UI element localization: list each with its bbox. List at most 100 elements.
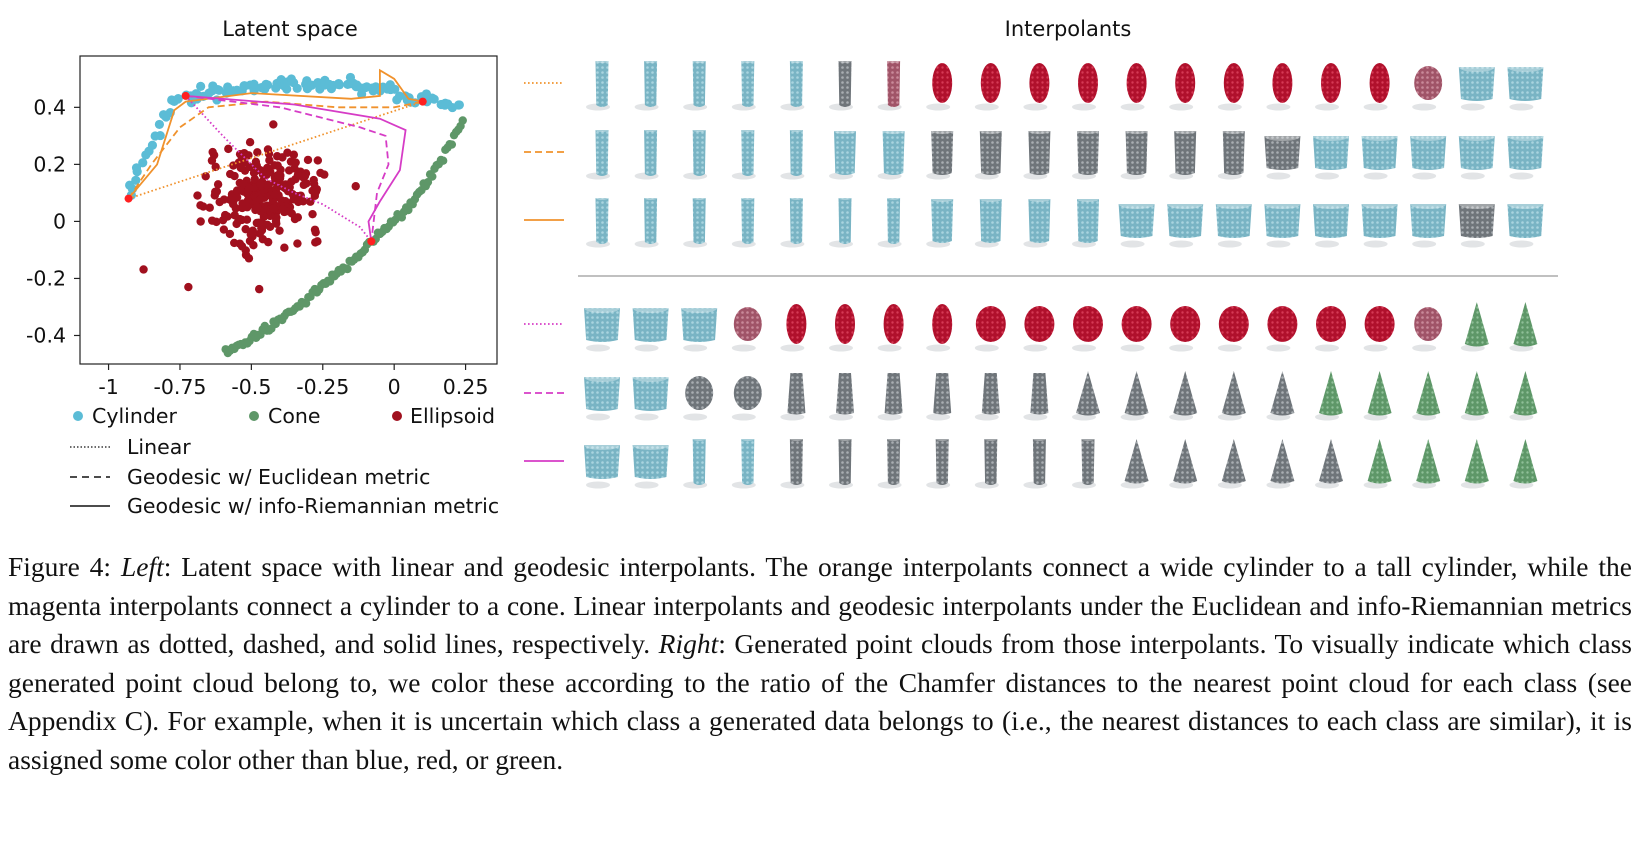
ellipsoid-cloud	[1369, 63, 1390, 103]
cylinder-cloud	[838, 61, 852, 107]
cylinder-top	[887, 196, 901, 200]
cone-cloud	[1464, 371, 1489, 416]
ellipsoid-point	[253, 148, 262, 157]
cylinder-cloud	[1077, 131, 1099, 175]
caption-text-1: : Latent space with linear and geodesic …	[8, 551, 1632, 659]
cylinder-top	[692, 196, 706, 200]
cylinder-top	[681, 302, 718, 314]
cone-point	[458, 116, 467, 125]
cylinder-point	[282, 84, 292, 94]
ellipsoid-point	[313, 237, 322, 246]
cylinder-top	[789, 59, 803, 63]
cylinder-top	[1458, 61, 1495, 73]
blob-cloud	[1414, 307, 1443, 341]
shape-shadow	[1509, 240, 1534, 248]
shape-shadow	[1266, 344, 1291, 352]
cylinder-top	[1081, 437, 1095, 441]
shape-shadow	[731, 344, 756, 352]
cylinder-cloud	[931, 131, 954, 175]
cylinder-top	[931, 127, 954, 135]
ellipsoid-cloud	[1316, 306, 1346, 342]
caption-right-word: Right	[658, 628, 719, 659]
cylinder-cloud	[644, 198, 658, 244]
cylinder-top	[1077, 127, 1099, 135]
cylinder-top	[1167, 198, 1204, 210]
plot-legend: Cylinder Cone Ellipsoid Linear Geodesic …	[70, 404, 499, 518]
cylinder-top	[595, 128, 609, 132]
legend-cylinder-marker	[73, 411, 83, 421]
legend-ellipsoid-label: Ellipsoid	[410, 404, 495, 428]
shape-shadow	[974, 413, 999, 421]
shape-shadow	[683, 413, 708, 421]
cone-cloud	[1416, 371, 1441, 416]
ellipsoid-cloud	[1073, 306, 1103, 342]
shape-shadow	[1217, 103, 1242, 111]
points-layer	[125, 72, 467, 358]
cylinder-cloud	[1458, 67, 1495, 101]
shape-shadow	[1169, 344, 1194, 352]
cylinder-point	[292, 83, 302, 93]
cylinder-top	[1222, 127, 1245, 135]
ellipsoid-cloud	[980, 63, 1001, 103]
tapered-cloud	[884, 373, 903, 415]
ellipsoid-point	[193, 191, 202, 200]
ellipsoid-point	[280, 243, 289, 252]
shape-shadow	[731, 413, 756, 421]
cylinder-top	[644, 59, 658, 63]
cylinder-top	[838, 196, 852, 200]
cylinder-top	[741, 437, 755, 441]
ellipsoid-point	[308, 209, 317, 219]
shape-shadow	[1266, 103, 1291, 111]
ellipsoid-point	[230, 211, 239, 220]
shape-shadow	[974, 344, 999, 352]
cone-cloud	[1464, 439, 1489, 484]
ellipsoid-point	[245, 137, 255, 147]
ellipsoid-point	[274, 171, 284, 180]
cylinder-cloud	[692, 130, 706, 176]
endpoint-marker	[418, 97, 427, 106]
endpoint-marker	[181, 91, 190, 100]
cylinder-cloud	[595, 61, 609, 107]
ellipsoid-point	[236, 186, 246, 195]
shape-shadow	[1315, 344, 1339, 352]
ellipsoid-point	[184, 282, 193, 292]
shape-shadow	[1460, 240, 1485, 248]
ellipsoid-point	[205, 203, 214, 212]
cylinder-cloud	[979, 199, 1002, 243]
ellipsoid-cloud	[1121, 306, 1152, 342]
y-tick-label: 0.2	[33, 152, 66, 176]
endpoints-layer	[124, 91, 427, 246]
shape-shadow	[634, 344, 659, 352]
cylinder-top	[1507, 61, 1544, 73]
cylinder-top	[984, 437, 998, 441]
interpolant-row	[524, 371, 1538, 421]
ellipsoid-point	[196, 217, 205, 226]
ellipsoid-point	[266, 167, 275, 177]
cylinder-cloud	[1222, 131, 1245, 175]
ellipsoid-point	[313, 156, 323, 165]
cone-cloud	[1319, 371, 1343, 416]
shape-shadow	[926, 103, 951, 111]
ellipsoid-point	[269, 120, 278, 129]
ellipsoid-cloud	[1024, 306, 1055, 342]
cylinder-point	[155, 130, 165, 141]
cylinder-cloud	[979, 131, 1002, 175]
ellipsoid-point	[288, 190, 297, 199]
cylinder-cloud	[1361, 136, 1398, 170]
cylinder-cloud	[644, 130, 658, 176]
interpolants-grid	[524, 59, 1544, 489]
cylinder-top	[1215, 198, 1252, 210]
shape-shadow	[1217, 344, 1242, 352]
shape-shadow	[974, 103, 999, 111]
ellipsoid-cloud	[1321, 63, 1341, 103]
ellipsoid-point	[250, 174, 259, 184]
cylinder-cloud	[584, 308, 620, 342]
magenta-dotted-path	[185, 95, 373, 242]
ellipsoid-point	[248, 226, 258, 235]
shape-shadow	[634, 413, 659, 421]
cylinder-cloud	[1410, 204, 1447, 238]
cylinder-cloud	[935, 439, 949, 485]
cylinder-cloud	[1410, 136, 1447, 170]
cylinder-top	[1077, 195, 1099, 203]
blob-cloud	[733, 376, 762, 410]
